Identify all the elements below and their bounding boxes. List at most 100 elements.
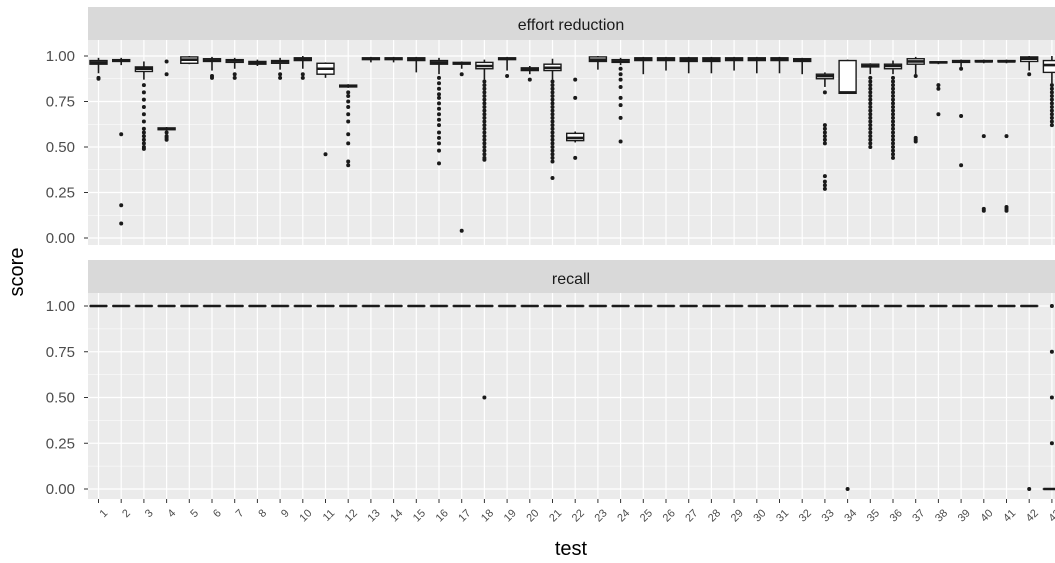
outlier-point — [437, 135, 441, 140]
box-43 — [1042, 56, 1055, 128]
outlier-point — [300, 72, 305, 77]
box-7 — [225, 57, 244, 80]
strip-label-effort-reduction: effort reduction — [518, 17, 624, 34]
outlier-point — [822, 130, 827, 135]
outlier-point — [550, 123, 555, 128]
outlier-point — [1004, 134, 1009, 139]
outlier-point — [346, 159, 351, 164]
outlier-point — [1049, 112, 1054, 117]
x-tick-label: 31 — [774, 507, 791, 524]
outlier-point — [437, 92, 441, 97]
x-tick-label: 7 — [234, 507, 247, 520]
outlier-point — [1049, 349, 1054, 354]
outlier-point — [346, 112, 351, 117]
x-tick-label: 25 — [638, 507, 655, 524]
outlier-point — [1049, 83, 1054, 88]
outlier-point — [822, 179, 827, 184]
outlier-point — [891, 104, 895, 109]
box-34 — [838, 304, 857, 491]
x-tick-label: 34 — [842, 507, 859, 524]
outlier-point — [573, 155, 578, 160]
box-18 — [475, 304, 494, 400]
outlier-point — [482, 126, 487, 131]
x-tick-label: 15 — [411, 507, 428, 524]
box-10 — [293, 56, 312, 80]
x-tick-label: 27 — [683, 507, 700, 524]
outlier-point — [482, 137, 487, 142]
outlier-point — [1049, 94, 1054, 99]
plot-area-effort-reduction — [88, 40, 1055, 245]
outlier-point — [323, 152, 328, 157]
x-tick-label: 12 — [343, 507, 360, 524]
box-3 — [134, 61, 154, 151]
outlier-point — [913, 139, 918, 144]
x-axis-title: test — [555, 538, 588, 560]
outlier-point — [278, 75, 283, 80]
box-4 — [157, 59, 176, 142]
outlier-point — [868, 90, 873, 95]
x-tick-label: 13 — [366, 507, 383, 524]
outlier-point — [822, 174, 827, 179]
outlier-point — [96, 76, 101, 81]
outlier-point — [868, 104, 873, 109]
outlier-point — [482, 145, 487, 149]
outlier-point — [891, 75, 895, 80]
outlier-point — [936, 112, 941, 117]
plot-area-recall — [88, 293, 1055, 499]
x-axis: 1 2 3 4 5 6 7 8 9 10 11 12 13 14 15 16 17 18 19 20 21 22 23 24 2… — [97, 499, 1055, 524]
outlier-point — [868, 97, 873, 102]
x-tick-label: 9 — [279, 507, 292, 520]
outlier-point — [210, 75, 214, 80]
box-37 — [906, 56, 925, 144]
outlier-point — [550, 175, 555, 180]
outlier-point — [573, 77, 578, 82]
outlier-point — [232, 72, 237, 77]
x-tick-label: 1 — [97, 507, 110, 520]
box-32 — [793, 57, 812, 75]
outlier-point — [936, 86, 941, 91]
outlier-point — [868, 83, 873, 88]
outlier-point — [959, 66, 964, 71]
outlier-point — [346, 94, 351, 99]
outlier-point — [868, 86, 873, 91]
outlier-point — [891, 101, 895, 106]
outlier-point — [550, 112, 555, 117]
box-38 — [929, 61, 948, 117]
x-tick-label: 16 — [434, 507, 451, 524]
strip-recall — [88, 260, 1055, 293]
outlier-point — [868, 119, 873, 124]
outlier-point — [141, 104, 146, 109]
outlier-point — [1049, 304, 1054, 308]
strip-label-recall: recall — [552, 271, 590, 288]
outlier-point — [913, 74, 918, 79]
outlier-point — [232, 75, 237, 80]
outlier-point — [482, 395, 487, 400]
box-40 — [974, 59, 993, 213]
box-23 — [588, 56, 608, 70]
outlier-point — [618, 139, 623, 144]
outlier-point — [868, 145, 873, 149]
outlier-point — [482, 115, 487, 120]
box-19 — [497, 56, 517, 79]
outlier-point — [482, 157, 487, 162]
y-tick-label: 0.50 — [46, 390, 75, 407]
outlier-point — [482, 86, 487, 91]
box-2 — [111, 57, 131, 226]
x-tick-label: 24 — [615, 507, 632, 524]
outlier-point — [618, 103, 623, 108]
outlier-point — [573, 95, 578, 100]
outlier-point — [891, 108, 895, 113]
outlier-point — [1049, 86, 1054, 91]
strip-effort-reduction — [88, 7, 1055, 40]
outlier-point — [891, 123, 895, 128]
outlier-point — [482, 112, 487, 117]
outlier-point — [141, 90, 146, 95]
outlier-point — [891, 148, 895, 153]
outlier-point — [300, 75, 305, 80]
outlier-point — [459, 72, 464, 77]
outlier-point — [868, 101, 873, 106]
x-tick-label: 14 — [388, 507, 405, 524]
outlier-point — [868, 141, 873, 146]
x-tick-label: 11 — [321, 507, 338, 524]
outlier-point — [618, 95, 623, 100]
